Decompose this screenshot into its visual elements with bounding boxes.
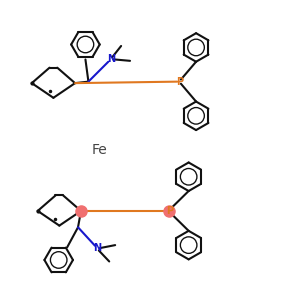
Text: Fe: Fe [92,143,107,157]
Text: P: P [176,76,183,87]
Text: N: N [106,54,115,64]
Text: P: P [166,206,173,216]
Text: N: N [93,243,101,253]
